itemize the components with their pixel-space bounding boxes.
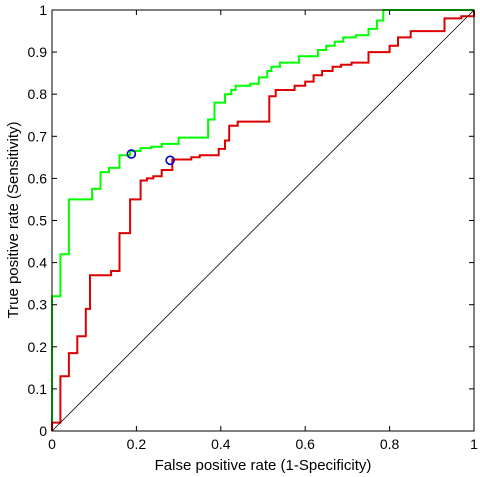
y-tick-label: 0 xyxy=(39,423,47,439)
x-tick-label: 0.4 xyxy=(211,436,231,452)
x-tick-label: 1 xyxy=(470,436,478,452)
roc-curve-0 xyxy=(51,9,474,431)
y-axis-label: True positive rate (Sensitivity) xyxy=(5,121,22,318)
y-tick-label: 0.2 xyxy=(28,339,48,355)
operating-point-marker-1 xyxy=(165,155,175,166)
y-tick-label: 0.5 xyxy=(28,213,48,229)
y-tick-label: 0.9 xyxy=(28,44,48,60)
roc-curve-1 xyxy=(51,10,475,431)
x-tick-label: 0.8 xyxy=(380,436,400,452)
operating-point-marker-0 xyxy=(126,149,137,159)
y-tick-label: 0.8 xyxy=(28,86,48,102)
y-tick-label: 0.1 xyxy=(28,381,48,397)
y-tick-label: 1 xyxy=(39,2,47,18)
marker-layer xyxy=(126,149,175,166)
y-tick-label: 0.7 xyxy=(28,128,48,144)
x-axis-label: False positive rate (1-Specificity) xyxy=(155,457,372,474)
y-tick-label: 0.3 xyxy=(28,297,48,313)
x-tick-label: 0.6 xyxy=(295,436,315,452)
roc-curve-2 xyxy=(51,9,475,432)
series-layer xyxy=(51,9,475,432)
tick-layer: 0 0.2 0.4 0.6 0.8 1 0 0.1 0.2 0.3 0.4 0.5 0.6 0.7 0.8 0… xyxy=(28,2,479,452)
y-tick-label: 0.6 xyxy=(28,170,48,186)
x-tick-label: 0 xyxy=(48,436,56,452)
y-tick-label: 0.4 xyxy=(28,255,48,271)
x-tick-label: 0.2 xyxy=(127,436,147,452)
